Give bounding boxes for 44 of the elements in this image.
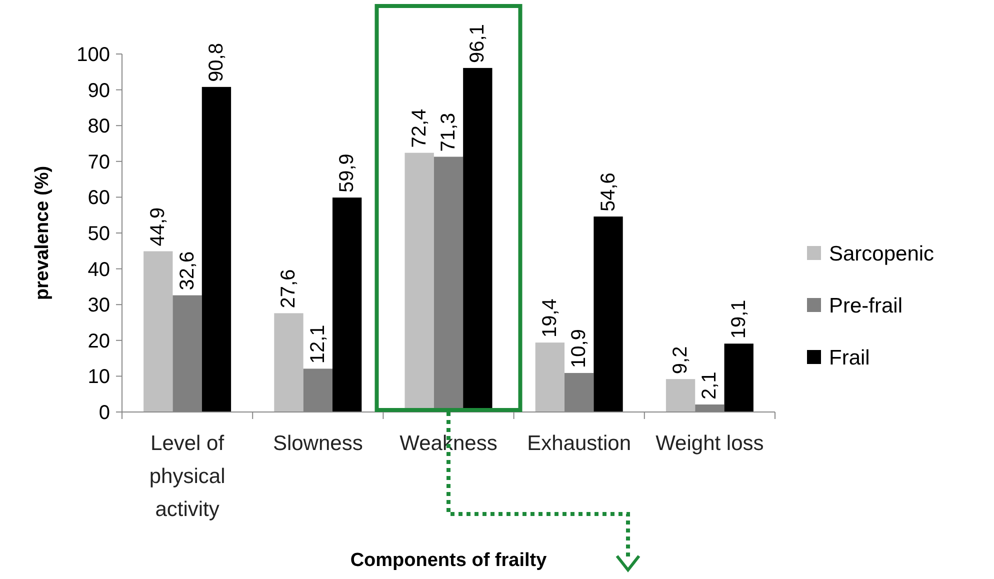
x-tick-label: Weight loss: [656, 432, 764, 455]
data-label: 71,3: [438, 112, 460, 152]
bar: [332, 198, 362, 412]
data-label: 44,9: [147, 207, 170, 246]
data-label: 32,6: [176, 251, 198, 290]
data-label: 27,6: [278, 269, 300, 308]
data-label: 59,9: [336, 154, 358, 193]
data-label: 72,4: [408, 108, 430, 148]
x-tick-label: Slowness: [272, 432, 363, 455]
y-tick-label: 0: [98, 402, 110, 424]
y-tick-label: 80: [88, 116, 110, 138]
bar: [274, 313, 304, 412]
data-label: 96,1: [466, 24, 489, 63]
data-label: 19,4: [538, 298, 561, 338]
y-tick-label: 70: [88, 151, 110, 174]
legend-label: Sarcopenic: [829, 242, 934, 266]
y-tick-label: 20: [88, 330, 110, 352]
bar: [144, 251, 173, 412]
data-label: 10,9: [568, 329, 590, 368]
x-tick-label: Level of physical activity: [149, 432, 226, 521]
y-tick-label: 100: [76, 44, 110, 66]
y-tick-label: 60: [88, 187, 110, 210]
data-label: 54,6: [597, 172, 620, 212]
y-tick-label: 40: [88, 258, 110, 281]
bar: [594, 216, 623, 412]
bar: [535, 342, 565, 412]
bar: [202, 86, 232, 412]
y-tick-label: 10: [88, 366, 110, 388]
legend-label: Frail: [829, 346, 870, 370]
data-label: 19,1: [728, 300, 750, 339]
data-label: 2,1: [698, 372, 721, 400]
legend-label: Pre-frail: [829, 294, 903, 318]
data-label: 9,2: [670, 346, 692, 374]
x-tick-label: Exhaustion: [527, 432, 632, 455]
data-label: 90,8: [205, 43, 228, 82]
bar: [666, 379, 696, 412]
y-tick-label: 30: [88, 294, 110, 317]
y-axis-title: prevalence (%): [32, 166, 53, 300]
bar: [724, 344, 754, 412]
y-tick-label: 50: [88, 223, 110, 245]
data-label: 12,1: [306, 324, 329, 364]
x-tick-label: Weakness: [400, 432, 498, 455]
x-axis-title: Components of frailty: [350, 550, 548, 571]
y-tick-label: 90: [88, 80, 110, 102]
